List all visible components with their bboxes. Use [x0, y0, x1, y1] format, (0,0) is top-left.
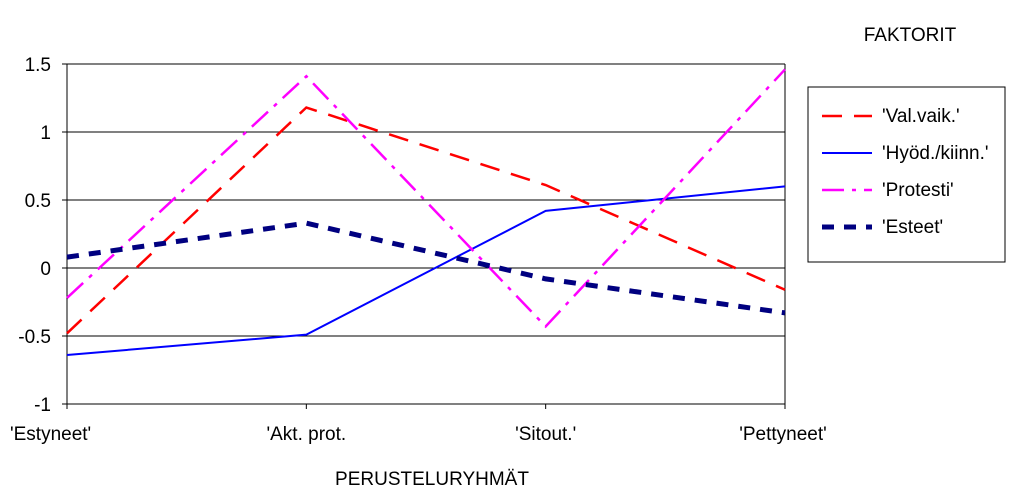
series-line-2	[66, 185, 786, 357]
gridlines	[67, 63, 785, 405]
legend-label: 'Val.vaik.'	[882, 106, 960, 127]
series-line-4	[66, 220, 786, 316]
legend-label: 'Protesti'	[882, 180, 954, 201]
y-tick-label: -1	[34, 395, 51, 416]
x-tick-labels: 'Estyneet' 'Akt. prot. 'Sitout.' 'Pettyneet…	[10, 424, 827, 445]
x-tick-label: 'Sitout.'	[515, 424, 576, 445]
legend: 'Val.vaik.' 'Hyöd./kiinn.' 'Protesti' 'Este…	[807, 86, 1006, 263]
y-tick-label: 0	[40, 259, 51, 280]
y-tick-label: 0.5	[25, 191, 51, 212]
series-line-1	[66, 106, 786, 335]
legend-title: FAKTORIT	[864, 25, 957, 46]
series-lines	[66, 68, 786, 357]
y-tick-label: 1.5	[25, 55, 51, 76]
legend-label: 'Esteet'	[882, 217, 943, 238]
x-tick-label: 'Pettyneet'	[739, 424, 827, 445]
x-axis-title: PERUSTELURYHMÄT	[335, 469, 529, 488]
x-tick-label: 'Akt. prot.	[267, 424, 347, 445]
y-tick-labels: -1 -0.5 0 0.5 1 1.5	[18, 55, 51, 416]
y-tick-label: 1	[40, 123, 51, 144]
axes	[62, 63, 786, 409]
series-line-3	[66, 68, 786, 329]
x-tick-label: 'Estyneet'	[10, 424, 91, 445]
y-tick-label: -0.5	[18, 327, 51, 348]
legend-label: 'Hyöd./kiinn.'	[882, 143, 989, 164]
